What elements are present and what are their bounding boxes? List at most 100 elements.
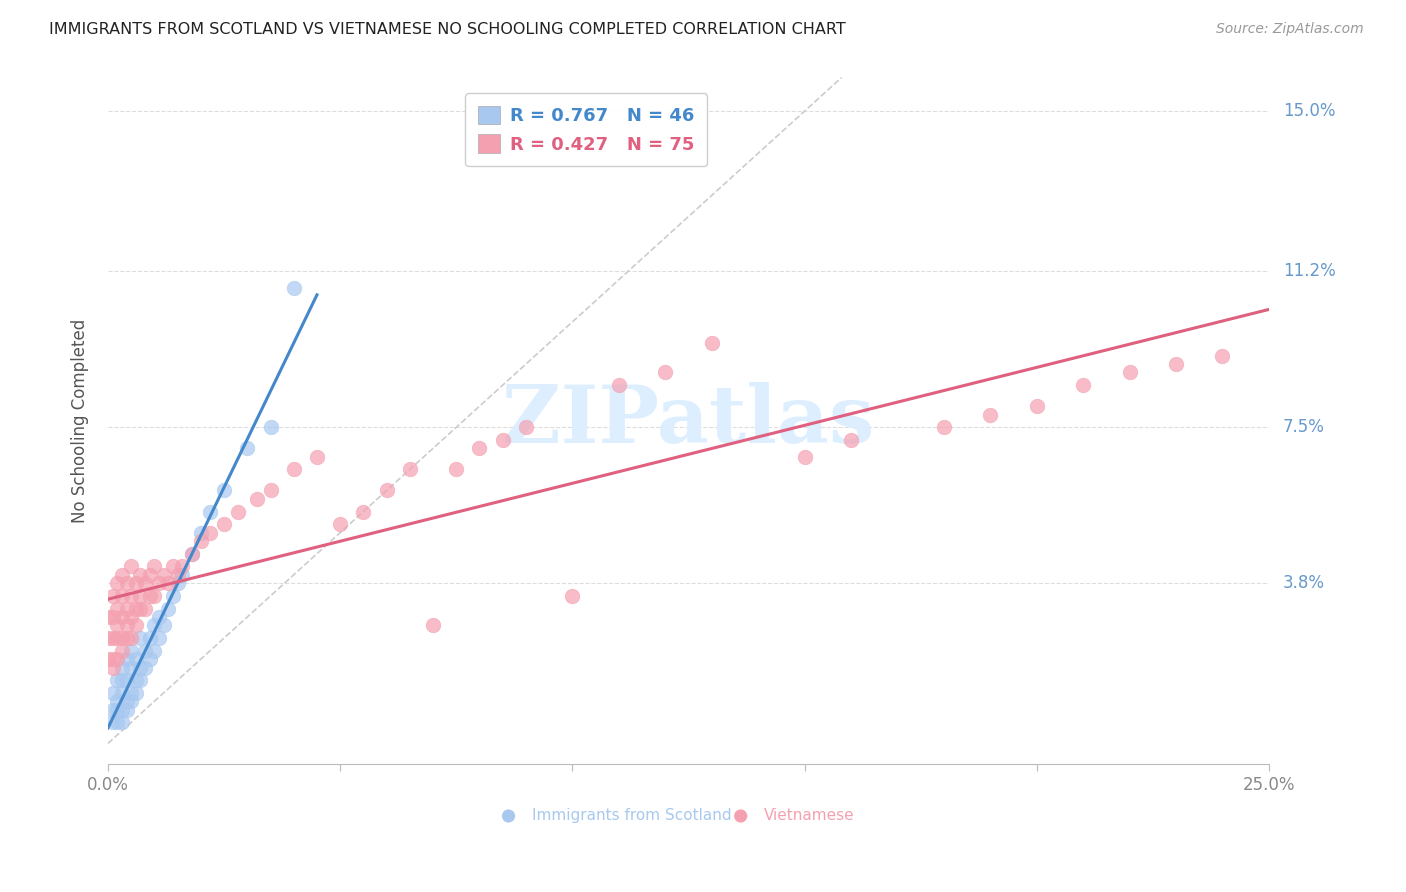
Point	[134, 660, 156, 674]
Point	[259, 483, 281, 498]
Point	[111, 673, 134, 688]
Point	[120, 631, 142, 645]
Point	[120, 694, 142, 708]
Point	[111, 686, 134, 700]
Point	[561, 589, 583, 603]
Point	[125, 652, 148, 666]
Point	[422, 618, 444, 632]
Point	[157, 601, 180, 615]
Point	[793, 450, 815, 464]
Point	[515, 420, 537, 434]
Text: IMMIGRANTS FROM SCOTLAND VS VIETNAMESE NO SCHOOLING COMPLETED CORRELATION CHART: IMMIGRANTS FROM SCOTLAND VS VIETNAMESE N…	[49, 22, 846, 37]
Point	[236, 442, 259, 456]
Point	[212, 483, 235, 498]
Point	[152, 567, 174, 582]
Point	[111, 643, 134, 657]
Legend: R = 0.767   N = 46, R = 0.427   N = 75: R = 0.767 N = 46, R = 0.427 N = 75	[465, 94, 707, 166]
Point	[139, 589, 162, 603]
Point	[97, 610, 120, 624]
Point	[162, 589, 184, 603]
Point	[162, 559, 184, 574]
Point	[111, 660, 134, 674]
Point	[180, 547, 202, 561]
Point	[111, 567, 134, 582]
Point	[134, 643, 156, 657]
Point	[115, 694, 138, 708]
Point	[492, 433, 515, 447]
Point	[607, 378, 630, 392]
Point	[111, 610, 134, 624]
Point	[129, 660, 152, 674]
Point	[212, 517, 235, 532]
Point	[129, 589, 152, 603]
Point	[139, 631, 162, 645]
Text: 15.0%: 15.0%	[1282, 103, 1336, 120]
Point	[1164, 357, 1187, 371]
Point	[157, 576, 180, 591]
Point	[101, 652, 124, 666]
Point	[105, 715, 128, 730]
Point	[101, 631, 124, 645]
Point	[115, 631, 138, 645]
Point	[198, 525, 221, 540]
Point	[125, 686, 148, 700]
Point	[139, 652, 162, 666]
Point	[226, 505, 249, 519]
Point	[398, 462, 420, 476]
Point	[105, 631, 128, 645]
Point	[166, 576, 188, 591]
Point	[120, 643, 142, 657]
Point	[468, 442, 491, 456]
Point	[139, 567, 162, 582]
Point	[932, 420, 955, 434]
Point	[111, 589, 134, 603]
Point	[148, 631, 170, 645]
Point	[120, 686, 142, 700]
Point	[129, 601, 152, 615]
Point	[115, 601, 138, 615]
Point	[1025, 399, 1047, 413]
Point	[134, 576, 156, 591]
Point	[283, 462, 305, 476]
Point	[125, 618, 148, 632]
Point	[190, 534, 212, 549]
Point	[120, 660, 142, 674]
Point	[101, 703, 124, 717]
Point	[125, 601, 148, 615]
Point	[111, 703, 134, 717]
Point	[654, 366, 676, 380]
Point	[111, 631, 134, 645]
Point	[125, 673, 148, 688]
Point	[700, 336, 723, 351]
Point	[148, 610, 170, 624]
Point	[115, 618, 138, 632]
Point	[1211, 349, 1233, 363]
Point	[839, 433, 862, 447]
Point	[101, 660, 124, 674]
Text: 11.2%: 11.2%	[1282, 262, 1336, 280]
Point	[446, 462, 468, 476]
Point	[101, 715, 124, 730]
Point	[101, 610, 124, 624]
Point	[352, 505, 374, 519]
Point	[375, 483, 398, 498]
Point	[101, 686, 124, 700]
Point	[115, 652, 138, 666]
Point	[115, 576, 138, 591]
Point	[129, 673, 152, 688]
Point	[105, 576, 128, 591]
Point	[143, 589, 166, 603]
Point	[97, 631, 120, 645]
Point	[283, 281, 305, 295]
Point	[105, 673, 128, 688]
Point	[190, 525, 212, 540]
Point	[105, 703, 128, 717]
Point	[172, 567, 194, 582]
Point	[115, 673, 138, 688]
Point	[305, 450, 328, 464]
Point	[120, 559, 142, 574]
Point	[1118, 366, 1140, 380]
Point	[134, 601, 156, 615]
Text: Vietnamese: Vietnamese	[763, 808, 855, 823]
Point	[105, 694, 128, 708]
